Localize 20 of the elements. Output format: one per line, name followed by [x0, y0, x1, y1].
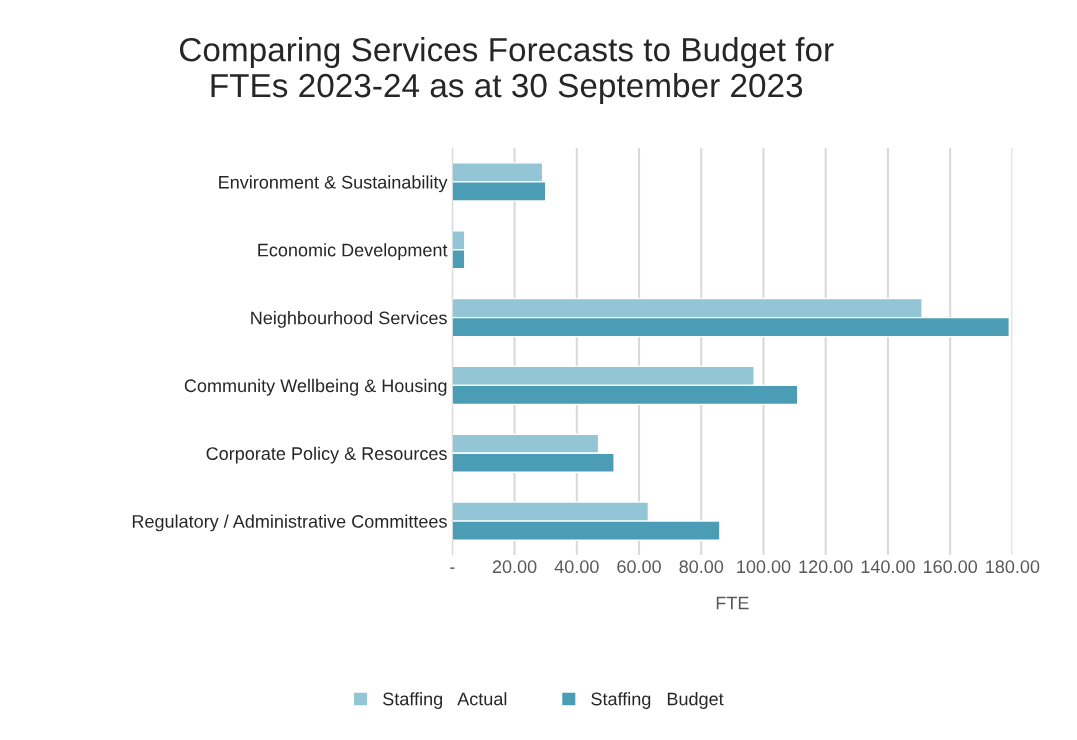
x-tick-label: 160.00 — [923, 560, 978, 574]
chart-title: Comparing Services Forecasts to Budget for FTEs 2023-24 as at 30 September 2023 — [179, 37, 834, 104]
x-axis-title: FTE — [716, 596, 749, 610]
y-tick-label: Neighbourhood Services — [251, 311, 447, 328]
x-tick-label: 40.00 — [554, 560, 599, 574]
legend-label: Staffing Budget — [591, 692, 724, 709]
x-tick-label: 80.00 — [679, 560, 724, 574]
y-tick-label: Environment & Sustainability — [219, 175, 448, 193]
legend-label: Staffing Actual — [383, 692, 507, 709]
y-tick-label: Economic Development — [258, 243, 448, 261]
x-tick-label: 180.00 — [986, 560, 1040, 574]
x-tick-label: 140.00 — [861, 560, 915, 574]
y-tick-label: Community Wellbeing & Housing — [184, 378, 447, 396]
x-tick-label: 120.00 — [799, 560, 853, 574]
y-tick-label: Corporate Policy & Resources — [206, 446, 447, 464]
x-tick-label: 20.00 — [492, 560, 537, 574]
x-tick-label: - — [450, 567, 455, 569]
x-tick-label: 100.00 — [737, 560, 791, 574]
y-tick-label: Regulatory / Administrative Committees — [132, 514, 447, 532]
x-tick-label: 60.00 — [617, 560, 661, 574]
